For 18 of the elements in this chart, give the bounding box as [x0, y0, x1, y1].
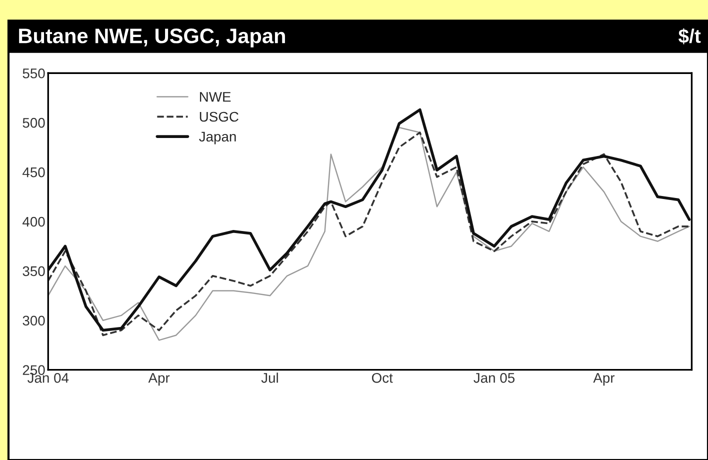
y-tick-label: 350 — [22, 266, 45, 276]
legend-label: Japan — [199, 132, 236, 144]
y-tick-label: 450 — [22, 167, 45, 178]
y-tick-label: 500 — [22, 118, 45, 128]
x-tick-label: Jan 05 — [474, 372, 515, 383]
y-tick-label: 400 — [22, 216, 45, 227]
x-tick-label: Jan 04 — [28, 372, 69, 383]
chart-title: Butane NWE, USGC, Japan — [19, 28, 285, 48]
x-tick-label: Oct — [372, 372, 393, 383]
y-tick-label: 550 — [22, 68, 45, 78]
x-tick-label: Jul — [261, 372, 278, 383]
y-axis-title: $/t — [678, 28, 701, 44]
legend-label: USGC — [200, 112, 238, 122]
x-tick-label: Apr — [148, 373, 170, 386]
y-tick-label: 250 — [22, 365, 45, 376]
y-tick-label: 300 — [22, 316, 45, 326]
legend-label: NWE — [200, 92, 231, 102]
x-tick-label: Apr — [593, 373, 615, 386]
